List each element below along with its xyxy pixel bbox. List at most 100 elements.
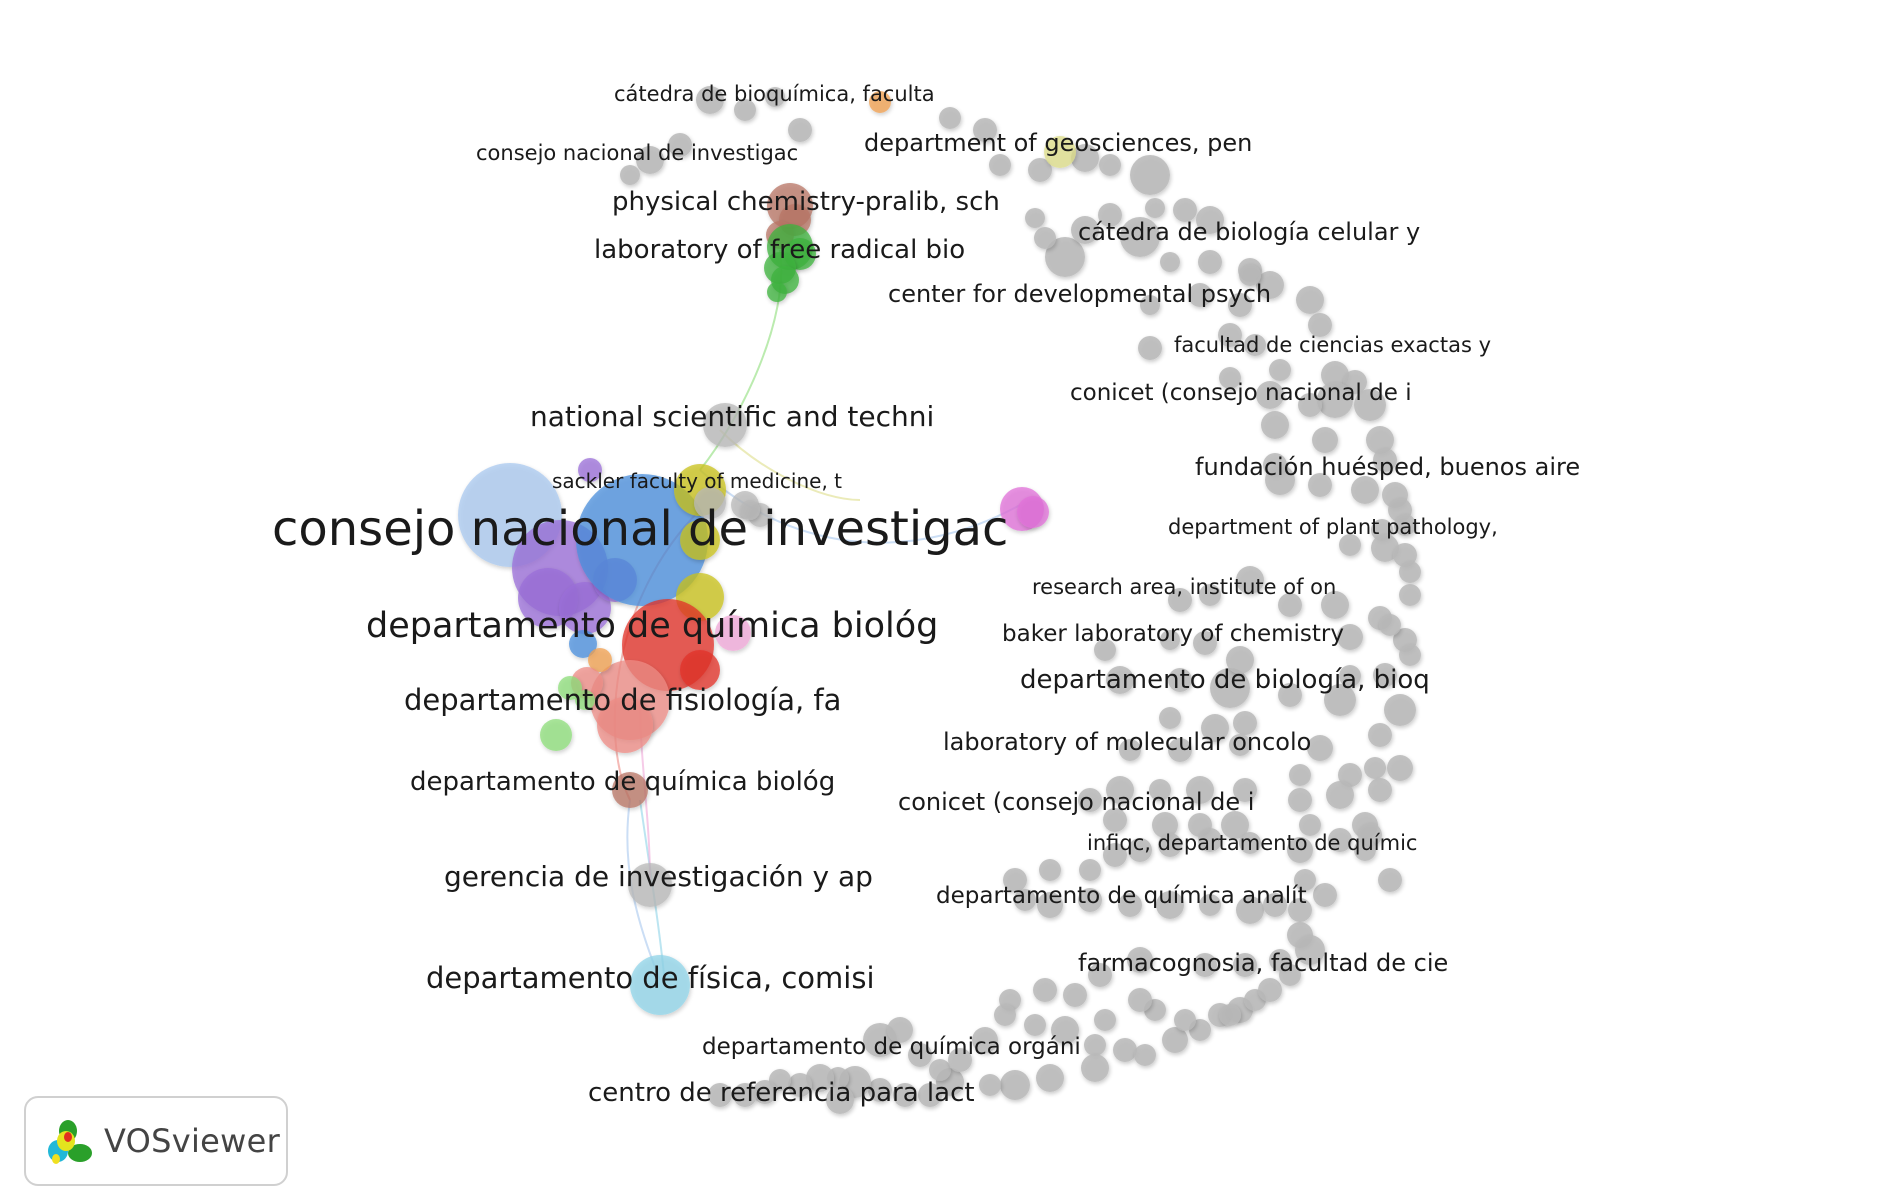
node-208[interactable] — [703, 403, 747, 447]
node-30[interactable] — [1140, 295, 1160, 315]
node-218[interactable] — [1017, 496, 1049, 528]
node-183[interactable] — [1378, 868, 1402, 892]
node-54[interactable] — [1394, 514, 1416, 536]
node-123[interactable] — [1078, 888, 1102, 912]
node-94[interactable] — [1387, 755, 1413, 781]
node-67[interactable] — [1210, 668, 1250, 708]
node-206[interactable] — [630, 955, 690, 1015]
node-11[interactable] — [1071, 144, 1099, 172]
node-80[interactable] — [1159, 707, 1181, 729]
node-3[interactable] — [788, 118, 812, 142]
node-146[interactable] — [1113, 1038, 1137, 1062]
node-219[interactable] — [1044, 136, 1076, 168]
node-118[interactable] — [1079, 859, 1101, 881]
node-158[interactable] — [1081, 1054, 1109, 1082]
node-74[interactable] — [1278, 593, 1302, 617]
node-91[interactable] — [1289, 764, 1311, 786]
node-160[interactable] — [1000, 1070, 1030, 1100]
node-126[interactable] — [1199, 894, 1221, 916]
node-19[interactable] — [1045, 237, 1085, 277]
node-145[interactable] — [1084, 1034, 1106, 1056]
node-156[interactable] — [1128, 988, 1152, 1012]
node-163[interactable] — [918, 1083, 942, 1107]
node-85[interactable] — [1384, 694, 1416, 726]
node-42[interactable] — [1298, 393, 1322, 417]
node-57[interactable] — [1371, 534, 1399, 562]
node-182[interactable] — [1279, 964, 1301, 986]
node-12[interactable] — [1099, 154, 1121, 176]
node-9[interactable] — [989, 154, 1011, 176]
node-100[interactable] — [1149, 779, 1171, 801]
node-29[interactable] — [1188, 283, 1212, 307]
node-131[interactable] — [1294, 869, 1316, 891]
node-130[interactable] — [1313, 883, 1337, 907]
node-35[interactable] — [1138, 336, 1162, 360]
node-24[interactable] — [1198, 250, 1222, 274]
node-50[interactable] — [1308, 473, 1332, 497]
node-110[interactable] — [1354, 839, 1376, 861]
node-198[interactable] — [569, 630, 597, 658]
node-82[interactable] — [1233, 711, 1257, 735]
node-28[interactable] — [1228, 293, 1252, 317]
node-95[interactable] — [1368, 778, 1392, 802]
node-114[interactable] — [1198, 828, 1222, 852]
node-102[interactable] — [1078, 788, 1102, 812]
node-93[interactable] — [1364, 757, 1386, 779]
node-136[interactable] — [1193, 953, 1217, 977]
node-5[interactable] — [636, 146, 664, 174]
node-70[interactable] — [1160, 630, 1180, 650]
node-13[interactable] — [1130, 155, 1170, 195]
node-17[interactable] — [1196, 206, 1224, 234]
node-92[interactable] — [1338, 763, 1362, 787]
node-204[interactable] — [540, 719, 572, 751]
node-106[interactable] — [1221, 811, 1249, 839]
node-45[interactable] — [1312, 427, 1338, 453]
node-192[interactable] — [680, 520, 720, 560]
node-101[interactable] — [1106, 776, 1134, 804]
node-22[interactable] — [1034, 227, 1056, 249]
node-143[interactable] — [1024, 1014, 1046, 1036]
node-66[interactable] — [1339, 665, 1361, 687]
node-157[interactable] — [1094, 1009, 1116, 1031]
node-37[interactable] — [1321, 361, 1349, 389]
node-40[interactable] — [1219, 367, 1241, 389]
node-23[interactable] — [1160, 252, 1180, 272]
node-88[interactable] — [1229, 734, 1251, 756]
node-84[interactable] — [1324, 684, 1356, 716]
node-165[interactable] — [868, 1078, 892, 1102]
node-178[interactable] — [929, 1059, 951, 1081]
node-21[interactable] — [1025, 208, 1045, 228]
node-34[interactable] — [1308, 313, 1332, 337]
node-59[interactable] — [1399, 561, 1421, 583]
node-137[interactable] — [1127, 947, 1153, 973]
node-4[interactable] — [668, 133, 692, 157]
node-140[interactable] — [1033, 978, 1057, 1002]
node-49[interactable] — [1265, 465, 1295, 495]
node-128[interactable] — [1263, 893, 1287, 917]
node-89[interactable] — [1168, 738, 1192, 762]
node-142[interactable] — [994, 1004, 1016, 1026]
node-26[interactable] — [1256, 271, 1284, 299]
node-86[interactable] — [1368, 723, 1392, 747]
node-68[interactable] — [1226, 646, 1254, 674]
node-73[interactable] — [1236, 566, 1264, 594]
node-103[interactable] — [1103, 808, 1127, 832]
node-112[interactable] — [1287, 837, 1313, 863]
node-115[interactable] — [1158, 833, 1182, 857]
node-107[interactable] — [1299, 814, 1321, 836]
node-116[interactable] — [1128, 838, 1152, 862]
node-33[interactable] — [1296, 286, 1324, 314]
node-78[interactable] — [1106, 666, 1134, 694]
node-75[interactable] — [1321, 591, 1349, 619]
node-119[interactable] — [1039, 859, 1061, 881]
node-129[interactable] — [1288, 898, 1312, 922]
node-120[interactable] — [1003, 868, 1027, 892]
node-199[interactable] — [588, 648, 612, 672]
node-205[interactable] — [612, 772, 648, 808]
node-179[interactable] — [948, 1048, 972, 1072]
node-139[interactable] — [1063, 983, 1087, 1007]
node-1[interactable] — [734, 99, 756, 121]
node-77[interactable] — [1168, 668, 1192, 692]
node-195[interactable] — [680, 650, 720, 690]
